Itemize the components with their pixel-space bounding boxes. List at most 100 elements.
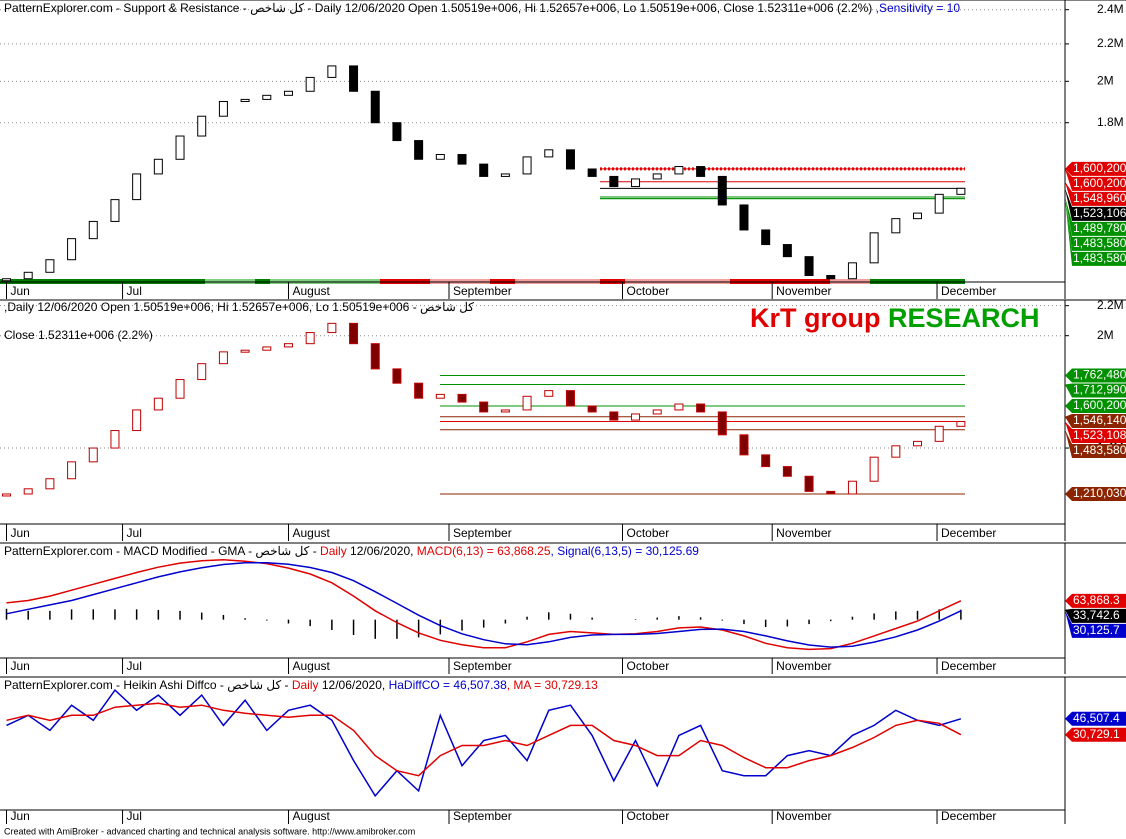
x-tick-label: September (453, 526, 512, 540)
candle (847, 480, 857, 495)
candle (956, 187, 966, 195)
candle (327, 322, 337, 334)
level-tag (1065, 198, 1126, 251)
y-tick-label: 2.4M (1097, 2, 1124, 16)
footer: Created with AmiBroker - advanced charti… (4, 826, 415, 836)
candle (110, 199, 120, 222)
x-tick-label: November (776, 526, 831, 540)
candle (349, 65, 359, 92)
x-tick-label: Jun (11, 659, 30, 673)
watermark-part: RESEARCH (888, 303, 1040, 333)
candle (457, 393, 467, 403)
watermark: KrT group RESEARCH (750, 303, 1040, 333)
candle (218, 351, 228, 365)
y-tick-label: 2M (1097, 328, 1114, 342)
level-label: 1,523,108 (1073, 428, 1126, 442)
x-tick-label: October (627, 284, 670, 298)
candle (435, 154, 445, 160)
y-tick-label: 2.2M (1097, 298, 1124, 312)
title-part: 12/06/2020, (319, 678, 389, 692)
level-label: 1,483,580 (1073, 251, 1126, 265)
candle (349, 322, 359, 345)
level-tag (1065, 610, 1126, 638)
candle (717, 411, 727, 436)
x-tick-label: December (941, 809, 996, 823)
level-label: 63,868.3 (1073, 593, 1120, 607)
level-label: 1,548,960 (1073, 191, 1126, 205)
level-label: 1,712,990 (1073, 383, 1126, 397)
candle (565, 149, 575, 170)
candle (197, 363, 207, 381)
y-tick-label: 2M (1097, 73, 1114, 87)
level-tag (1065, 398, 1126, 413)
candle (175, 135, 185, 160)
candle (414, 382, 424, 399)
series-line (6, 562, 962, 648)
candle (392, 122, 402, 142)
title-part: MACD(6,13) = 63,868.25 (417, 544, 551, 558)
candle (739, 204, 749, 231)
level-label: 30,729.1 (1073, 727, 1120, 741)
candle (283, 90, 293, 96)
candle (913, 440, 923, 447)
candle (956, 420, 966, 427)
candle (67, 461, 77, 480)
x-tick-label: December (941, 526, 996, 540)
x-tick-label: November (776, 809, 831, 823)
level-tag (1065, 181, 1126, 206)
candle (414, 140, 424, 160)
candle (110, 430, 120, 449)
candle (652, 173, 662, 180)
candle (522, 395, 532, 411)
level-label: 30,125.7 (1073, 623, 1120, 637)
candle (305, 332, 315, 345)
panel-title: PatternExplorer.com - Heikin Ashi Diffco… (4, 678, 598, 692)
candle (67, 238, 77, 261)
title-part: Daily (292, 678, 319, 692)
candle (88, 220, 98, 240)
candle (522, 156, 532, 175)
x-tick-label: August (292, 284, 330, 298)
x-tick-label: October (627, 659, 670, 673)
title-part: PatternExplorer.com - Support & Resistan… (4, 1, 872, 15)
level-label: 1,483,580 (1073, 236, 1126, 250)
candle (891, 445, 901, 458)
level-tag (1065, 413, 1126, 428)
candle (631, 178, 641, 188)
x-tick-label: November (776, 284, 831, 298)
series-line (6, 559, 962, 651)
candle (761, 454, 771, 468)
y-tick-label: 2.2M (1097, 36, 1124, 50)
title-part: Daily (320, 544, 347, 558)
candle (544, 390, 554, 397)
level-tag (1065, 188, 1126, 221)
candle (565, 390, 575, 407)
level-label: 33,742.6 (1073, 608, 1120, 622)
candle (500, 409, 510, 413)
level-tag (1065, 421, 1126, 443)
candle (804, 475, 814, 492)
level-tag (1065, 168, 1126, 191)
candle (23, 488, 33, 495)
candle (153, 397, 163, 411)
x-tick-label: September (453, 809, 512, 823)
candle (132, 173, 142, 201)
candle (197, 115, 207, 137)
candle (826, 275, 836, 280)
candle (782, 466, 792, 477)
panel-title: PatternExplorer.com - Support & Resistan… (4, 1, 960, 15)
level-tag (1065, 429, 1126, 458)
level-label: 1,600,200 (1073, 398, 1126, 412)
candle (305, 76, 315, 92)
x-tick-label: September (453, 284, 512, 298)
level-tag (1065, 368, 1126, 383)
candle (370, 343, 380, 370)
x-tick-label: October (627, 809, 670, 823)
candle (674, 166, 684, 175)
panel-title: PatternExplorer.com - MACD Modified - GM… (4, 544, 699, 558)
candle (674, 403, 684, 411)
candle (696, 403, 706, 413)
x-tick-label: Jul (127, 659, 142, 673)
level-tag (1065, 727, 1126, 742)
